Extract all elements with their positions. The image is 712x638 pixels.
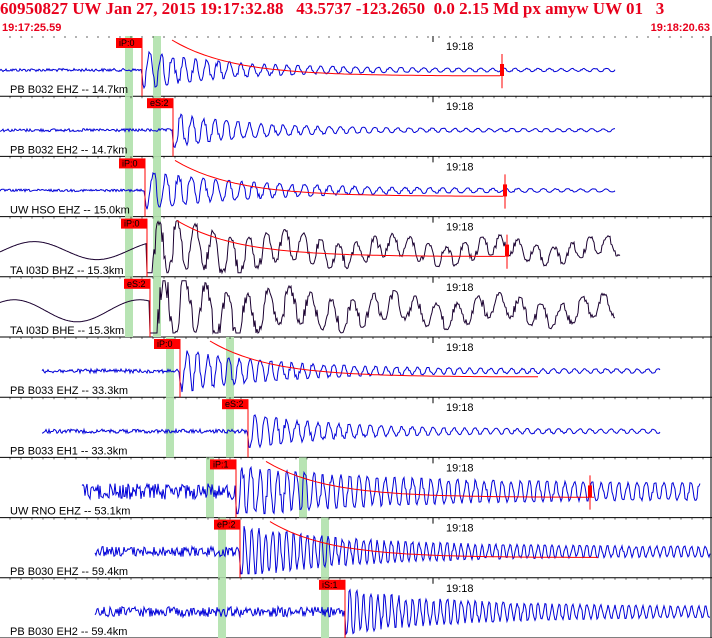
trace-panel: 19:18 eP:2 PB B030 EHZ -- 59.4km bbox=[0, 517, 712, 579]
station-label: PB B033 EH1 -- 33.3km bbox=[10, 445, 127, 457]
waveform bbox=[0, 113, 616, 148]
trace-panel: 19:18 iP:0 UW HSO EHZ -- 15.0km bbox=[0, 156, 712, 218]
pick-label-box bbox=[147, 98, 173, 109]
waveform bbox=[0, 220, 621, 275]
phase-window bbox=[218, 577, 226, 638]
trace-panel: 19:18 eS:2 PB B032 EH2 -- 14.7km bbox=[0, 96, 712, 157]
time-tick-label: 19:18 bbox=[446, 342, 474, 354]
pick-label: iP:0 bbox=[122, 158, 138, 168]
pick-label: eS:2 bbox=[127, 279, 146, 289]
pick-label: iP:0 bbox=[119, 38, 135, 48]
pick-label-box bbox=[222, 399, 248, 410]
phase-window bbox=[166, 397, 174, 458]
coda-end-marker bbox=[505, 244, 509, 257]
phase-window bbox=[153, 36, 161, 97]
pick-label: iP:0 bbox=[157, 339, 173, 349]
pick-label-box bbox=[154, 339, 180, 349]
seismogram-panel: 19:18 iP:0 PB B032 EHZ -- 14.7km 19:18 eS:2 P… bbox=[0, 36, 712, 638]
phase-window bbox=[125, 36, 133, 97]
coda-curve bbox=[269, 521, 598, 558]
coda-end-marker bbox=[500, 64, 504, 76]
trace-panel: 19:18 iS:1 PB B030 EH2 -- 59.4km bbox=[0, 577, 712, 638]
station-label: UW HSO EHZ -- 15.0km bbox=[10, 205, 130, 217]
coda-curve bbox=[174, 159, 503, 197]
time-tick-label: 19:18 bbox=[446, 41, 474, 53]
time-tick-label: 19:18 bbox=[446, 101, 474, 113]
waveform bbox=[0, 171, 616, 210]
phase-window bbox=[153, 276, 161, 337]
time-tick-label: 19:18 bbox=[446, 523, 474, 535]
station-label: TA I03D BHE -- 15.3km bbox=[10, 325, 124, 337]
trace-panel: 19:18 eS:2 PB B033 EH1 -- 33.3km bbox=[0, 397, 712, 458]
trace-panel: 19:18 iP:1 UW RNO EHZ -- 53.1km bbox=[0, 457, 712, 519]
waveform bbox=[0, 280, 616, 335]
phase-window bbox=[153, 156, 161, 217]
station-label: UW RNO EHZ -- 53.1km bbox=[10, 506, 130, 518]
phase-window bbox=[166, 337, 174, 398]
station-label: PB B033 EHZ -- 33.3km bbox=[10, 385, 128, 397]
phase-window bbox=[125, 216, 133, 277]
phase-window bbox=[218, 517, 226, 578]
trace-panel: 19:18 eS:2 TA I03D BHE -- 15.3km bbox=[0, 276, 712, 338]
waveform bbox=[41, 414, 661, 449]
coda-curve bbox=[209, 340, 538, 378]
time-start: 19:17:25.59 bbox=[2, 22, 62, 34]
phase-window bbox=[321, 577, 329, 638]
pick-label-box bbox=[214, 519, 240, 530]
phase-window bbox=[226, 337, 234, 398]
coda-curve bbox=[171, 39, 500, 77]
time-end: 19:18:20.63 bbox=[650, 22, 710, 34]
pick-label-box bbox=[116, 38, 142, 48]
time-tick-label: 19:18 bbox=[446, 161, 474, 173]
phase-window bbox=[321, 517, 329, 578]
pick-label-box bbox=[121, 218, 147, 229]
time-tick-label: 19:18 bbox=[446, 282, 474, 294]
coda-curve bbox=[265, 460, 594, 498]
phase-window bbox=[226, 397, 234, 458]
station-label: PB B030 EH2 -- 59.4km bbox=[10, 626, 127, 638]
waveform bbox=[81, 465, 701, 515]
waveform bbox=[0, 50, 616, 90]
phase-window bbox=[153, 216, 161, 277]
pick-label: eS:2 bbox=[150, 98, 169, 108]
pick-label-box bbox=[119, 158, 145, 169]
time-tick-label: 19:18 bbox=[446, 462, 474, 474]
station-label: PB B030 EHZ -- 59.4km bbox=[10, 566, 128, 578]
station-label: PB B032 EHZ -- 14.7km bbox=[10, 84, 128, 96]
phase-window bbox=[125, 276, 133, 337]
time-tick-label: 19:18 bbox=[446, 583, 474, 595]
waveform bbox=[94, 588, 711, 636]
pick-label: eS:2 bbox=[225, 399, 244, 409]
station-label: PB B032 EH2 -- 14.7km bbox=[10, 144, 127, 156]
pick-label-box bbox=[319, 579, 345, 590]
trace-panel: 19:18 iP:0 PB B032 EHZ -- 14.7km bbox=[0, 36, 712, 97]
pick-label: eP:2 bbox=[217, 520, 236, 530]
waveform bbox=[41, 350, 661, 393]
trace-panel: 19:18 iP:0 TA I03D BHZ -- 15.3km bbox=[0, 216, 712, 278]
coda-end-marker bbox=[588, 485, 592, 498]
station-label: TA I03D BHZ -- 15.3km bbox=[10, 265, 124, 277]
event-header: 60950827 UW Jan 27, 2015 19:17:32.88 43.… bbox=[0, 0, 665, 18]
time-tick-label: 19:18 bbox=[446, 222, 474, 234]
pick-label: iP:0 bbox=[124, 219, 140, 229]
pick-label: iS:1 bbox=[322, 580, 338, 590]
trace-panel: 19:18 iP:0 PB B033 EHZ -- 33.3km bbox=[0, 337, 712, 398]
pick-label-box bbox=[124, 278, 150, 289]
time-tick-label: 19:18 bbox=[446, 402, 474, 414]
phase-window bbox=[153, 96, 161, 157]
waveform bbox=[94, 525, 711, 575]
phase-window bbox=[125, 156, 133, 217]
pick-label-box bbox=[210, 459, 236, 470]
phase-window bbox=[125, 96, 133, 157]
pick-label: iP:1 bbox=[213, 459, 229, 469]
coda-curve bbox=[176, 220, 505, 257]
coda-end-marker bbox=[503, 184, 507, 197]
